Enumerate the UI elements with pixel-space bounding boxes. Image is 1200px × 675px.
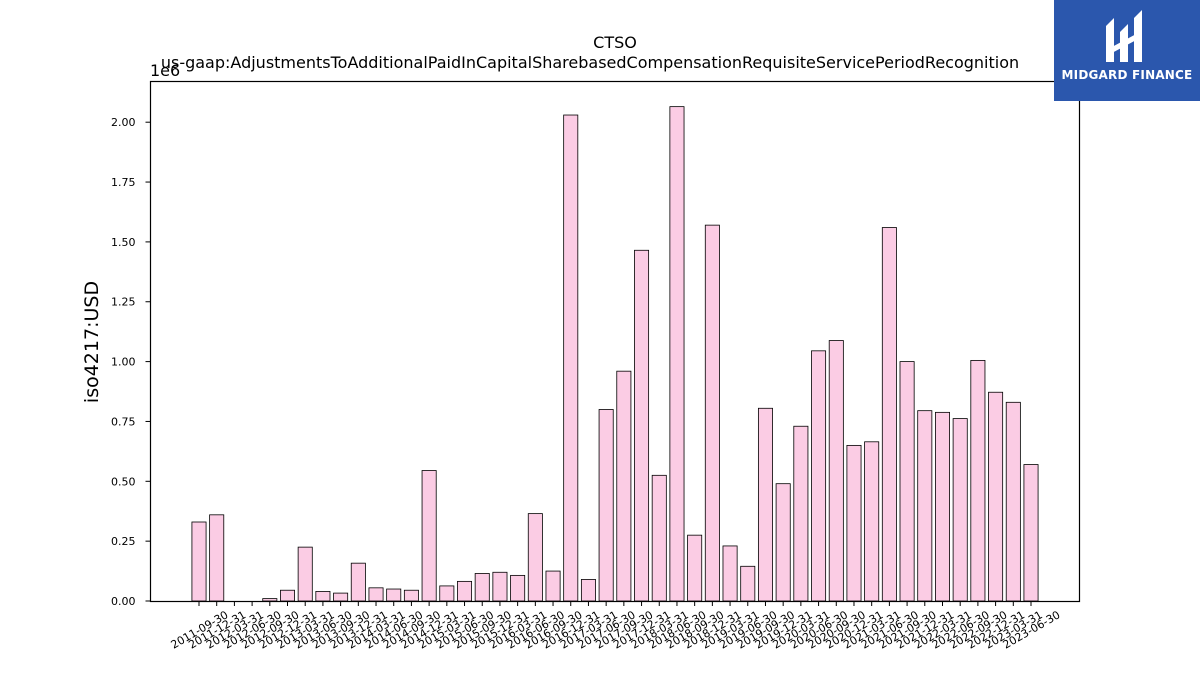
y-tick-label: 0.25 (111, 535, 136, 548)
bar-2021-12-31 (917, 410, 933, 602)
bar-2019-12-31 (775, 483, 791, 602)
logo-text: MIDGARD FINANCE (1061, 68, 1193, 82)
bar-2015-06-30 (457, 580, 473, 602)
y-ticks-group: 0.00 0.25 0.50 0.75 1.00 1.25 1.50 1.75 2.00 (111, 116, 151, 608)
bar-2018-06-30 (669, 106, 685, 602)
midgard-finance-logo: MIDGARD FINANCE (1054, 0, 1200, 101)
bar-2016-09-30 (545, 570, 561, 602)
y-tick-label: 0.00 (111, 595, 136, 608)
bar-2023-03-31 (1005, 401, 1021, 602)
bar-2019-09-30 (757, 407, 773, 602)
bar-2015-03-31 (439, 585, 455, 602)
bar-2015-09-30 (474, 573, 490, 602)
y-tick-label: 0.75 (111, 415, 136, 428)
bar-2018-12-31 (704, 224, 720, 602)
bar-2016-03-31 (510, 574, 526, 602)
bar-2022-03-31 (935, 411, 950, 602)
bar-2013-12-31 (350, 562, 366, 602)
y-tick-label: 1.50 (111, 236, 136, 249)
bar-2012-12-31 (280, 589, 295, 602)
x-ticks-group: 2011-09-302011-12-312012-03-312012-06-30… (169, 601, 1063, 652)
bar-2020-06-30 (811, 350, 827, 602)
y-tick-label: 1.75 (111, 176, 136, 189)
y-offset-label: 1e6 (150, 61, 180, 80)
bar-2019-06-30 (740, 565, 756, 602)
bar-2018-09-30 (687, 534, 703, 602)
bar-2018-03-31 (651, 474, 667, 602)
bar-2022-06-30 (952, 418, 968, 602)
bars-group (191, 106, 1039, 602)
bar-2017-12-31 (634, 249, 650, 602)
bar-2021-03-31 (864, 441, 880, 602)
bar-2014-12-31 (421, 470, 437, 602)
bar-2023-06-30 (1023, 464, 1039, 602)
bar-2011-12-31 (209, 514, 225, 602)
bar-2013-06-30 (315, 591, 331, 602)
bar-2017-09-30 (616, 370, 632, 602)
y-axis-label: iso4217:USD (81, 281, 103, 403)
bar-2013-03-31 (297, 546, 313, 602)
bar-2011-09-30 (191, 521, 207, 602)
bar-2020-03-31 (793, 425, 809, 602)
bar-2012-09-30 (262, 598, 278, 602)
bar-2017-06-30 (598, 409, 614, 602)
bar-2019-03-31 (722, 545, 738, 602)
chart-title: CTSO (593, 33, 637, 52)
bar-2014-06-30 (386, 588, 402, 602)
bar-2021-09-30 (899, 361, 915, 602)
bar-2013-09-30 (333, 592, 349, 602)
bar-2016-06-30 (527, 513, 543, 602)
bar-2017-03-31 (580, 579, 596, 602)
y-tick-label: 2.00 (111, 116, 136, 129)
y-tick-label: 1.25 (111, 296, 136, 309)
plot-frame (149, 80, 1081, 603)
bar-2022-12-31 (988, 391, 1004, 602)
bar-2020-12-31 (846, 444, 862, 602)
y-tick-label: 1.00 (111, 356, 136, 369)
chart-subtitle: us-gaap:AdjustmentsToAdditionalPaidInCap… (161, 53, 1019, 72)
bar-2016-12-31 (563, 114, 579, 602)
bar-2014-09-30 (403, 589, 419, 602)
bar-2022-09-30 (970, 359, 986, 602)
bar-2015-12-31 (492, 571, 508, 602)
midgard-logo-icon (1106, 10, 1142, 62)
bar-2020-09-30 (828, 340, 844, 602)
y-tick-label: 0.50 (111, 475, 136, 488)
bar-2021-06-30 (881, 227, 897, 602)
bar-2014-03-31 (368, 587, 384, 602)
